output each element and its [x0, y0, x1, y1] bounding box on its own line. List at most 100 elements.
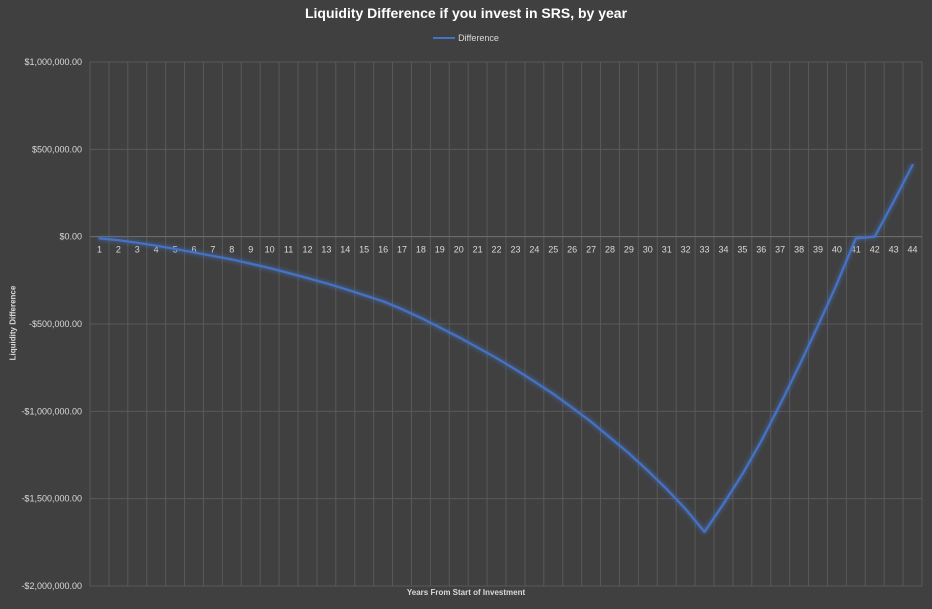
x-tick-label: 8 — [229, 245, 234, 255]
data-point — [552, 392, 555, 395]
data-point — [98, 237, 101, 240]
y-tick-label: -$1,000,000.00 — [21, 406, 82, 416]
data-point — [249, 262, 252, 265]
x-tick-label: 13 — [321, 245, 331, 255]
x-tick-label: 7 — [210, 245, 215, 255]
y-tick-label: $0.00 — [59, 232, 82, 242]
x-tick-label: 9 — [248, 245, 253, 255]
x-tick-label: 34 — [718, 245, 728, 255]
x-tick-label: 32 — [681, 245, 691, 255]
x-tick-label: 31 — [662, 245, 672, 255]
x-tick-label: 37 — [775, 245, 785, 255]
data-point — [173, 247, 177, 250]
legend-line-swatch — [433, 37, 456, 39]
x-tick-label: 14 — [340, 245, 350, 255]
data-point — [155, 244, 158, 247]
x-tick-label: 25 — [548, 245, 558, 255]
x-tick-label: 10 — [265, 245, 275, 255]
x-tick-label: 21 — [473, 245, 483, 255]
x-tick-label: 28 — [605, 245, 615, 255]
data-point — [268, 267, 271, 270]
x-tick-label: 2 — [116, 245, 121, 255]
data-point — [400, 308, 404, 311]
y-tick-label: -$1,500,000.00 — [21, 494, 82, 504]
x-tick-label: 4 — [154, 245, 159, 255]
data-point — [816, 324, 820, 327]
x-tick-label: 1 — [97, 245, 102, 255]
data-point — [571, 406, 574, 409]
data-point — [911, 163, 914, 167]
data-point — [665, 487, 668, 491]
x-tick-label: 39 — [813, 245, 823, 255]
y-tick-label: $1,000,000.00 — [24, 57, 82, 67]
x-tick-label: 18 — [416, 245, 426, 255]
data-point — [797, 364, 801, 368]
x-tick-label: 23 — [510, 245, 520, 255]
y-axis-title: Liquidity Difference — [8, 285, 18, 361]
y-tick-label: -$2,000,000.00 — [21, 581, 82, 591]
data-point — [835, 282, 839, 285]
data-point — [703, 530, 706, 533]
x-axis-title: Years From Start of Investment — [406, 588, 526, 597]
data-point — [117, 239, 120, 242]
legend: Difference — [0, 33, 932, 43]
x-tick-label: 19 — [435, 245, 445, 255]
x-tick-label: 24 — [529, 245, 539, 255]
x-tick-label: 26 — [567, 245, 577, 255]
legend-label: Difference — [458, 33, 499, 43]
series-line-difference — [98, 164, 914, 534]
x-tick-label: 29 — [624, 245, 634, 255]
data-point — [627, 452, 631, 455]
x-tick-label: 38 — [794, 245, 804, 255]
x-tick-label: 42 — [870, 245, 880, 255]
x-tick-label: 15 — [359, 245, 369, 255]
x-tick-label: 11 — [284, 245, 293, 255]
data-point — [344, 287, 347, 291]
data-point — [722, 502, 725, 506]
data-point — [211, 254, 215, 257]
x-tick-label: 27 — [586, 245, 596, 255]
x-tick-label: 30 — [643, 245, 653, 255]
x-tick-label: 36 — [756, 245, 766, 255]
x-tick-label: 16 — [378, 245, 388, 255]
data-point — [854, 237, 857, 240]
x-tick-label: 22 — [492, 245, 502, 255]
data-point — [514, 368, 517, 371]
data-point — [438, 326, 441, 329]
x-tick-label: 20 — [454, 245, 464, 255]
data-point — [287, 271, 290, 275]
x-tick-label: 40 — [832, 245, 842, 255]
x-tick-label: 35 — [737, 245, 747, 255]
x-tick-label: 3 — [135, 245, 140, 255]
data-point — [684, 508, 687, 511]
data-point — [608, 436, 612, 439]
data-point — [230, 258, 233, 261]
data-point — [760, 439, 763, 443]
data-point — [495, 356, 498, 360]
y-tick-label: -$500,000.00 — [29, 319, 82, 329]
x-tick-label: 12 — [302, 245, 312, 255]
data-point — [457, 336, 460, 339]
data-point — [192, 251, 196, 254]
x-tick-label: 43 — [889, 245, 899, 255]
data-point — [363, 294, 366, 297]
data-point — [419, 316, 423, 319]
data-point — [779, 403, 782, 406]
x-tick-label: 6 — [191, 245, 196, 255]
x-tick-label: 33 — [700, 245, 710, 255]
y-tick-label: $500,000.00 — [32, 144, 82, 154]
data-point — [381, 300, 385, 303]
data-point — [476, 346, 479, 349]
x-tick-label: 17 — [397, 245, 407, 255]
x-tick-label: 41 — [851, 245, 861, 255]
data-point — [325, 282, 328, 285]
data-point — [741, 473, 744, 476]
data-point — [892, 200, 895, 203]
data-point — [646, 469, 649, 472]
data-point — [589, 420, 593, 423]
data-point — [873, 235, 876, 238]
data-point — [136, 241, 139, 244]
x-tick-label: 44 — [908, 245, 918, 255]
